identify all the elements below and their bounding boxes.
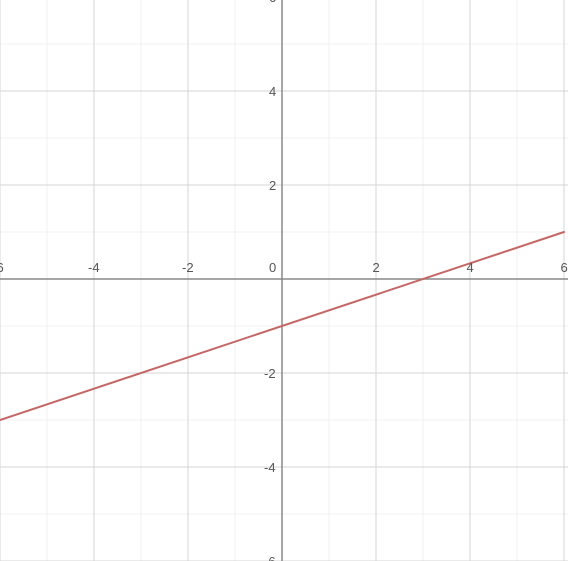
x-tick-label: -2 <box>182 260 194 275</box>
x-tick-label: 2 <box>373 260 380 275</box>
y-tick-label: 2 <box>269 178 276 193</box>
y-tick-label: 4 <box>269 84 276 99</box>
x-tick-label: 6 <box>561 260 568 275</box>
y-tick-label: -6 <box>264 554 276 561</box>
x-tick-label: 4 <box>467 260 474 275</box>
x-tick-label: 0 <box>269 260 276 275</box>
y-tick-label: -4 <box>264 460 276 475</box>
y-tick-label: -2 <box>264 366 276 381</box>
y-tick-label: 6 <box>269 0 276 5</box>
x-tick-label: 6 <box>0 260 4 275</box>
chart-canvas <box>0 0 568 561</box>
line-chart: 6 -4 -2 0 2 4 6 6 4 2 -2 -4 -6 <box>0 0 568 561</box>
x-tick-label: -4 <box>88 260 100 275</box>
